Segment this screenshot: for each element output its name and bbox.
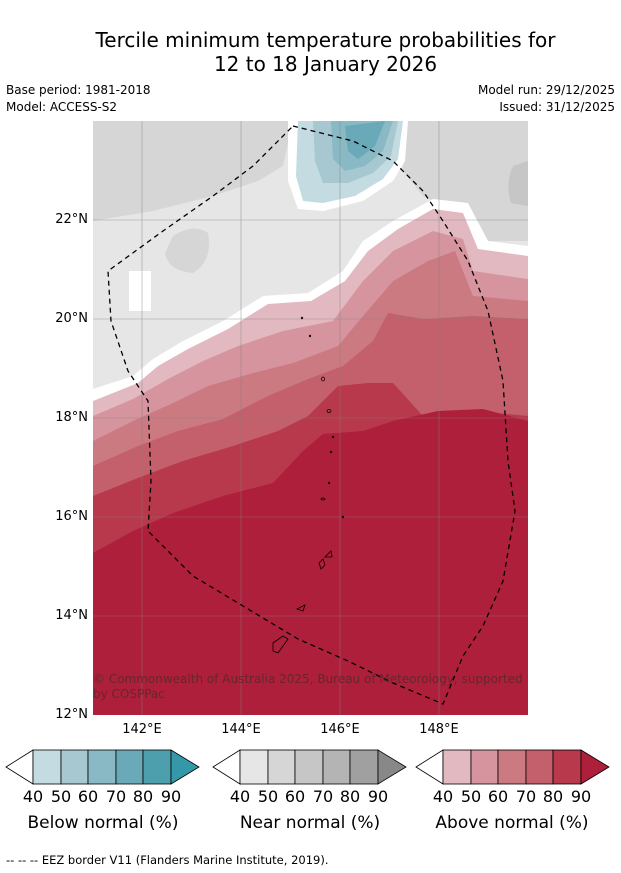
gridlines [93,121,528,715]
colorbar-near-swatch-1 [239,749,269,785]
tick: 60 [487,787,509,806]
colorbar-near-swatch-3 [294,749,324,785]
tick: 80 [542,787,564,806]
tick: 80 [132,787,154,806]
colorbar-below-swatch-3 [87,749,117,785]
colorbar-below-high-arrow [170,749,200,785]
colorbar-near-swatches [239,749,379,785]
colorbar-above-swatch-1 [442,749,472,785]
tick: 60 [284,787,306,806]
tick: 90 [570,787,592,806]
island-maug [308,334,312,338]
island-alamagan [326,409,332,413]
colorbar-below-low-arrow [5,749,34,785]
colorbar-above-title: Above normal (%) [435,813,589,833]
colorbar-near-high-arrow [377,749,407,785]
model-run: Model run: 29/12/2025 [477,83,615,97]
island-pagan [321,376,325,382]
meta-right: Model run: 29/12/2025 Issued: 31/12/2025 [478,82,615,116]
lat-label-16: 16°N [55,509,88,524]
white-gap [129,271,151,311]
lon-label-148: 148°E [419,722,459,737]
below-normal-70 [345,121,385,159]
tick: 70 [515,787,537,806]
title-line-2: 12 to 18 January 2026 [213,52,438,76]
colorbar-below-swatches [32,749,172,785]
colorbar-near-swatch-5 [349,749,379,785]
tick: 90 [367,787,389,806]
colorbar-above-low-arrow [415,749,444,785]
lon-label-144: 144°E [221,722,261,737]
lat-label-22: 22°N [55,212,88,227]
tick: 50 [50,787,72,806]
title-line-1: Tercile minimum temperature probabilitie… [95,28,556,52]
colorbar-near [212,749,407,785]
lat-label-12: 12°N [55,707,88,722]
island-tinian [318,558,326,570]
map-area [93,121,528,715]
colorbar-below-title: Below normal (%) [27,813,179,833]
eez-footnote: -- -- -- EEZ border V11 (Flanders Marine… [6,853,329,867]
map-svg [93,121,528,715]
colorbar-above-swatch-4 [525,749,554,785]
above-normal-90 [93,409,528,715]
colorbar-above-swatches [442,749,582,785]
tick: 50 [257,787,279,806]
tick: 60 [77,787,99,806]
copyright-text: © Commonwealth of Australia 2025, Bureau… [93,672,523,701]
tick: 50 [460,787,482,806]
colorbar-below-swatch-2 [60,749,89,785]
tick: 40 [432,787,454,806]
islands [272,316,345,654]
near-normal-60-patch [508,161,528,206]
colorbar-above-high-arrow [580,749,610,785]
tick: 40 [22,787,44,806]
near-normal-50-patch [165,228,209,273]
base-period: Base period: 1981-2018 [6,83,151,97]
colorbar-near-swatch-2 [267,749,296,785]
meta-left: Base period: 1981-2018 Model: ACCESS-S2 [6,82,151,116]
colorbar-below-swatch-1 [32,749,62,785]
colorbar-above-swatch-3 [497,749,527,785]
island-guam [272,635,289,654]
island-anatahan [320,497,326,501]
tick: 90 [160,787,182,806]
colorbar-above-swatch-5 [552,749,582,785]
lat-label-18: 18°N [55,410,88,425]
lon-label-142: 142°E [122,722,162,737]
tick: 70 [312,787,334,806]
colorbar-above-swatch-2 [470,749,499,785]
colorbar-below [5,749,200,785]
tick: 70 [105,787,127,806]
colorbar-near-low-arrow [212,749,241,785]
model-name: Model: ACCESS-S2 [6,100,118,114]
island-saipan [324,550,333,558]
near-normal-50-area-east [403,121,528,241]
colorbar-below-swatch-4 [115,749,144,785]
lat-label-20: 20°N [55,311,88,326]
tick: 40 [229,787,251,806]
tick: 80 [339,787,361,806]
island-farallon [327,481,331,485]
eez-border [107,125,516,705]
lon-label-146: 146°E [320,722,360,737]
island-guguan [331,435,335,439]
island-rota [295,604,306,612]
colorbar-below-swatch-5 [142,749,172,785]
colorbar-near-swatch-4 [322,749,351,785]
map-title: Tercile minimum temperature probabilitie… [0,28,621,76]
issued-date: Issued: 31/12/2025 [499,100,615,114]
island-asuncion [300,316,304,320]
colorbar-near-title: Near normal (%) [239,813,381,833]
island-medinilla [341,515,345,519]
near-normal-50-area [93,121,293,221]
colorbar-above [415,749,610,785]
lat-label-14: 14°N [55,608,88,623]
island-sarigan [329,450,333,454]
